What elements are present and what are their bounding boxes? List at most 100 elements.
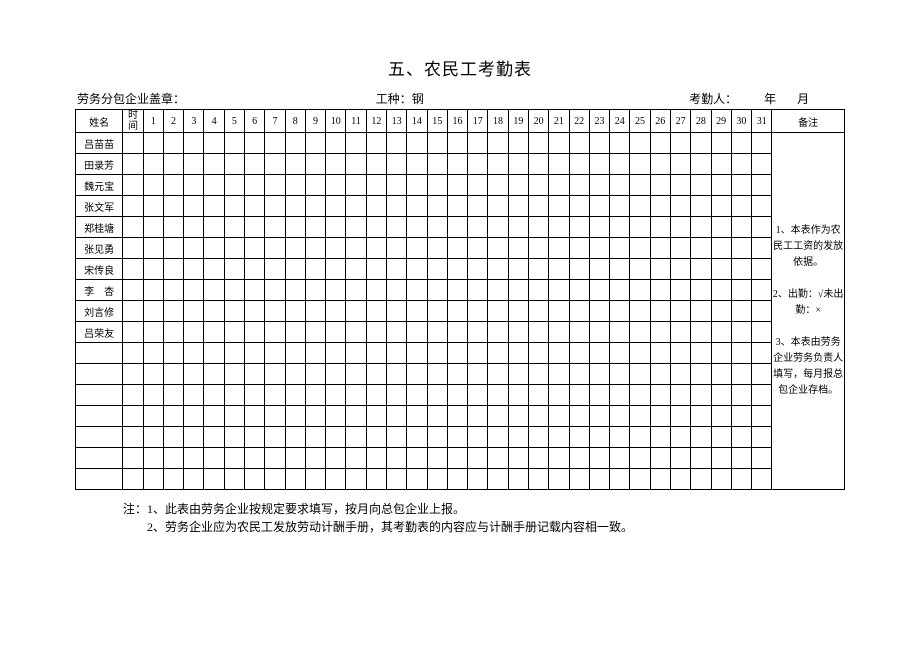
day-cell	[569, 175, 589, 196]
day-cell	[569, 385, 589, 406]
day-cell	[366, 364, 386, 385]
day-cell	[326, 280, 346, 301]
time-cell	[123, 238, 143, 259]
day-cell	[731, 259, 751, 280]
day-cell	[285, 322, 305, 343]
day-cell	[143, 175, 163, 196]
day-cell	[305, 448, 325, 469]
day-cell	[163, 469, 183, 490]
day-cell	[265, 175, 285, 196]
day-cell	[285, 448, 305, 469]
col-day-9: 9	[305, 110, 325, 133]
day-cell	[366, 133, 386, 154]
col-day-12: 12	[366, 110, 386, 133]
day-cell	[143, 469, 163, 490]
day-cell	[752, 238, 772, 259]
day-cell	[224, 448, 244, 469]
day-cell	[488, 196, 508, 217]
col-day-29: 29	[711, 110, 731, 133]
day-cell	[407, 406, 427, 427]
day-cell	[650, 322, 670, 343]
year-label: 年	[764, 92, 776, 106]
day-cell	[508, 175, 528, 196]
day-cell	[488, 427, 508, 448]
day-cell	[731, 385, 751, 406]
col-day-15: 15	[427, 110, 447, 133]
day-cell	[224, 301, 244, 322]
col-name-header: 姓名	[76, 110, 123, 133]
day-cell	[650, 406, 670, 427]
day-cell	[488, 238, 508, 259]
day-cell	[589, 238, 609, 259]
day-cell	[204, 343, 224, 364]
day-cell	[387, 385, 407, 406]
table-row: 刘言修	[76, 301, 845, 322]
name-cell	[76, 448, 123, 469]
day-cell	[407, 280, 427, 301]
day-cell	[447, 364, 467, 385]
day-cell	[387, 448, 407, 469]
col-day-19: 19	[508, 110, 528, 133]
day-cell	[589, 133, 609, 154]
day-cell	[447, 259, 467, 280]
header-left: 劳务分包企业盖章：	[77, 90, 376, 107]
day-cell	[610, 238, 630, 259]
day-cell	[508, 427, 528, 448]
day-cell	[528, 259, 548, 280]
day-cell	[224, 133, 244, 154]
day-cell	[630, 364, 650, 385]
day-cell	[427, 469, 447, 490]
day-cell	[366, 280, 386, 301]
day-cell	[670, 238, 690, 259]
day-cell	[488, 259, 508, 280]
day-cell	[691, 406, 711, 427]
day-cell	[610, 385, 630, 406]
day-cell	[285, 259, 305, 280]
col-day-25: 25	[630, 110, 650, 133]
day-cell	[630, 217, 650, 238]
day-cell	[204, 322, 224, 343]
day-cell	[468, 406, 488, 427]
day-cell	[204, 154, 224, 175]
day-cell	[285, 175, 305, 196]
day-cell	[711, 343, 731, 364]
footnote-line-1: 注：1、此表由劳务企业按规定要求填写，按月向总包企业上报。	[123, 500, 845, 518]
day-cell	[670, 175, 690, 196]
day-cell	[711, 427, 731, 448]
day-cell	[366, 385, 386, 406]
col-day-8: 8	[285, 110, 305, 133]
day-cell	[326, 133, 346, 154]
day-cell	[468, 427, 488, 448]
day-cell	[366, 196, 386, 217]
day-cell	[407, 469, 427, 490]
day-cell	[204, 259, 224, 280]
day-cell	[752, 280, 772, 301]
day-cell	[184, 301, 204, 322]
day-cell	[427, 301, 447, 322]
page-title: 五、农民工考勤表	[75, 55, 845, 80]
name-cell: 田录芳	[76, 154, 123, 175]
day-cell	[245, 448, 265, 469]
day-cell	[569, 238, 589, 259]
day-cell	[387, 406, 407, 427]
day-cell	[650, 175, 670, 196]
day-cell	[143, 385, 163, 406]
day-cell	[265, 322, 285, 343]
day-cell	[245, 364, 265, 385]
day-cell	[265, 364, 285, 385]
day-cell	[752, 196, 772, 217]
day-cell	[184, 280, 204, 301]
day-cell	[184, 259, 204, 280]
day-cell	[468, 154, 488, 175]
day-cell	[326, 322, 346, 343]
day-cell	[549, 469, 569, 490]
day-cell	[366, 238, 386, 259]
day-cell	[731, 196, 751, 217]
day-cell	[691, 364, 711, 385]
day-cell	[630, 154, 650, 175]
day-cell	[427, 406, 447, 427]
day-cell	[630, 196, 650, 217]
day-cell	[143, 133, 163, 154]
day-cell	[184, 343, 204, 364]
name-cell: 李 杏	[76, 280, 123, 301]
